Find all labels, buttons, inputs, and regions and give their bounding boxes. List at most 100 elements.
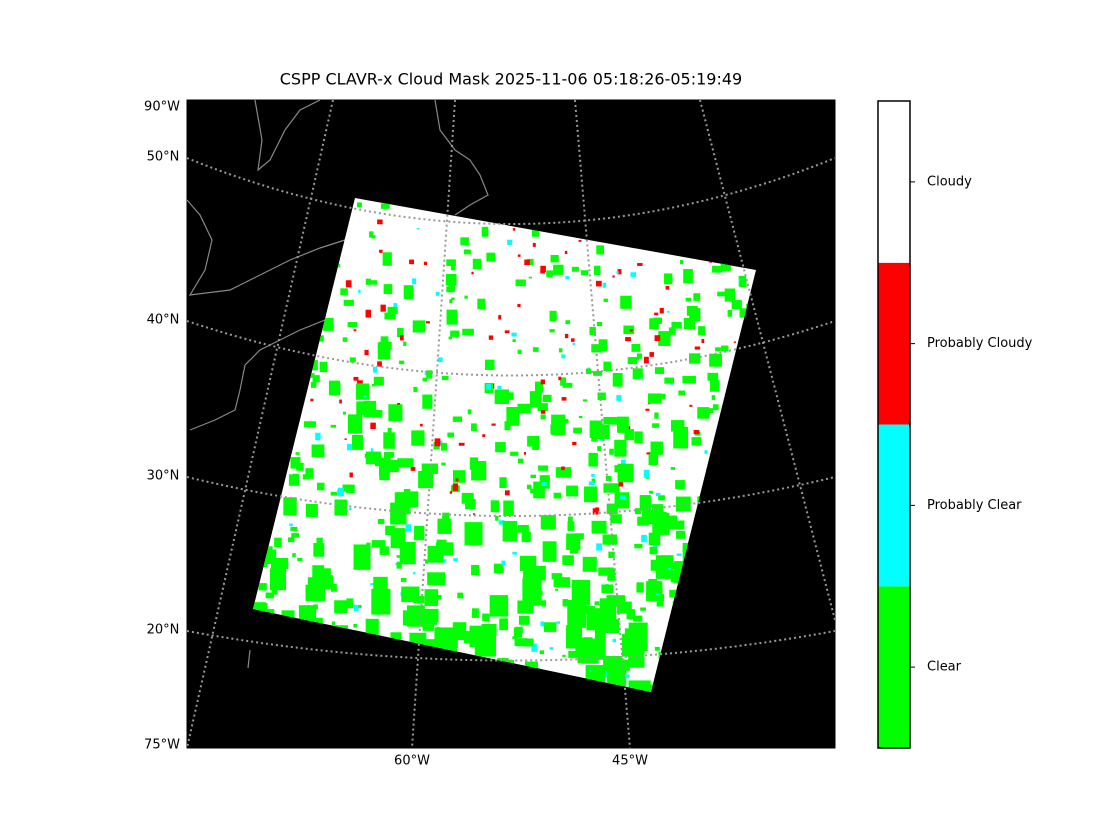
mask-pixel: [671, 563, 677, 570]
mask-pixel: [645, 408, 650, 411]
mask-pixel: [318, 335, 324, 342]
mask-pixel: [357, 202, 362, 208]
mask-pixel: [312, 565, 325, 580]
mask-pixel: [507, 392, 514, 400]
mask-pixel: [571, 266, 579, 272]
mask-pixel: [665, 285, 670, 290]
mask-pixel: [397, 402, 400, 405]
lat-label: 30°N: [147, 469, 180, 484]
mask-pixel: [369, 231, 374, 238]
mask-pixel: [400, 577, 407, 582]
mask-pixel: [343, 299, 354, 306]
mask-pixel: [336, 263, 341, 268]
mask-pixel: [445, 273, 457, 286]
mask-pixel: [653, 317, 663, 324]
colorbar: Clear Probably Clear Probably Cloudy Cloudy: [877, 100, 1033, 749]
mask-pixel: [495, 515, 499, 521]
mask-pixel: [637, 263, 643, 266]
mask-pixel: [588, 481, 595, 485]
mask-pixel: [513, 627, 523, 638]
mask-pixel: [608, 551, 615, 558]
mask-pixel: [620, 295, 632, 309]
mask-pixel: [637, 516, 649, 526]
mask-pixel: [411, 430, 425, 446]
mask-pixel: [591, 520, 607, 534]
mask-pixel: [597, 446, 602, 451]
mask-pixel: [527, 258, 534, 266]
mask-pixel: [733, 341, 736, 343]
mask-pixel: [387, 306, 398, 314]
mask-pixel: [395, 562, 398, 566]
mask-pixel: [634, 508, 642, 515]
mask-pixel: [731, 300, 742, 310]
mask-pixel: [561, 354, 566, 359]
mask-pixel: [624, 429, 634, 441]
mask-pixel: [438, 440, 443, 446]
mask-pixel: [549, 329, 555, 333]
mask-pixel: [614, 439, 627, 457]
mask-pixel: [643, 469, 650, 478]
mask-pixel: [709, 353, 722, 367]
mask-pixel: [553, 492, 562, 499]
mask-pixel: [365, 618, 379, 636]
mask-pixel: [594, 265, 601, 275]
mask-pixel: [489, 595, 509, 617]
mask-pixel: [603, 298, 608, 303]
mask-pixel: [383, 452, 395, 458]
mask-pixel: [347, 443, 352, 451]
mask-pixel: [517, 303, 521, 308]
mask-pixel: [397, 458, 414, 468]
mask-pixel: [564, 333, 569, 339]
mask-pixel: [315, 575, 334, 590]
mask-pixel: [517, 458, 524, 464]
mask-pixel: [739, 279, 747, 288]
mask-pixel: [682, 546, 688, 552]
mask-pixel: [488, 335, 494, 340]
mask-pixel: [602, 619, 620, 634]
mask-pixel: [689, 353, 701, 364]
mask-pixel: [541, 600, 546, 607]
mask-pixel: [402, 610, 421, 626]
mask-pixel: [378, 341, 392, 350]
mask-pixel: [675, 480, 685, 490]
mask-pixel: [634, 543, 643, 549]
mask-pixel: [467, 409, 472, 415]
mask-pixel: [648, 532, 661, 546]
mask-pixel: [475, 630, 487, 646]
mask-pixel: [686, 306, 698, 316]
lat-label: 40°N: [147, 313, 180, 328]
mask-pixel: [399, 335, 404, 341]
mask-pixel: [351, 434, 363, 450]
mask-pixel: [370, 583, 374, 586]
mask-pixel: [537, 403, 548, 412]
mask-pixel: [460, 237, 469, 246]
mask-pixel: [472, 513, 476, 515]
mask-pixel: [403, 488, 411, 493]
mask-pixel: [461, 492, 474, 504]
mask-pixel: [283, 497, 297, 516]
mask-pixel: [370, 422, 376, 429]
mask-pixel: [399, 541, 416, 565]
colorbar-segment: [878, 101, 910, 263]
mask-pixel: [422, 624, 435, 631]
mask-pixel: [540, 410, 546, 414]
mask-pixel: [452, 483, 458, 491]
mask-pixel: [668, 567, 671, 570]
mask-pixel: [654, 412, 659, 419]
mask-pixel: [654, 367, 665, 374]
mask-pixel: [532, 444, 540, 450]
mask-pixel: [658, 495, 665, 501]
mask-pixel: [706, 408, 714, 414]
mask-pixel: [422, 377, 428, 382]
colorbar-label: Cloudy: [927, 174, 972, 189]
mask-pixel: [739, 308, 748, 318]
mask-pixel: [603, 656, 622, 671]
mask-pixel: [601, 584, 614, 594]
mask-pixel: [451, 264, 456, 271]
mask-pixel: [342, 411, 347, 415]
mask-pixel: [436, 594, 442, 600]
mask-pixel: [455, 478, 459, 482]
mask-pixel: [383, 432, 395, 449]
mask-pixel: [647, 393, 662, 404]
mask-pixel: [310, 373, 315, 378]
